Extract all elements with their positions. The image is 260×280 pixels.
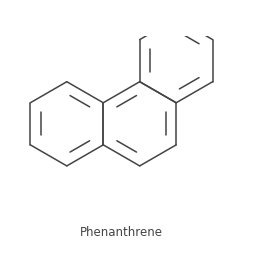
Text: Phenanthrene: Phenanthrene [80,226,163,239]
